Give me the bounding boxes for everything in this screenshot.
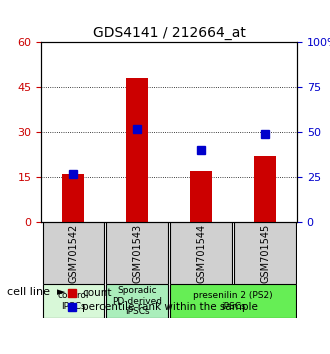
FancyBboxPatch shape [43, 222, 104, 284]
Bar [126, 79, 148, 222]
Text: GSM701545: GSM701545 [260, 224, 270, 283]
Bar [254, 156, 276, 222]
Title: GDS4141 / 212664_at: GDS4141 / 212664_at [93, 26, 246, 40]
FancyBboxPatch shape [234, 222, 296, 284]
FancyBboxPatch shape [107, 222, 168, 284]
Bar [62, 175, 84, 222]
Bar [190, 171, 212, 222]
Text: percentile rank within the sample: percentile rank within the sample [82, 302, 258, 312]
Text: count: count [82, 289, 112, 298]
Text: GSM701544: GSM701544 [196, 224, 206, 283]
Text: GSM701542: GSM701542 [68, 224, 78, 283]
Text: GSM701543: GSM701543 [132, 224, 142, 283]
Text: cell line  ►: cell line ► [7, 287, 65, 297]
FancyBboxPatch shape [170, 222, 232, 284]
